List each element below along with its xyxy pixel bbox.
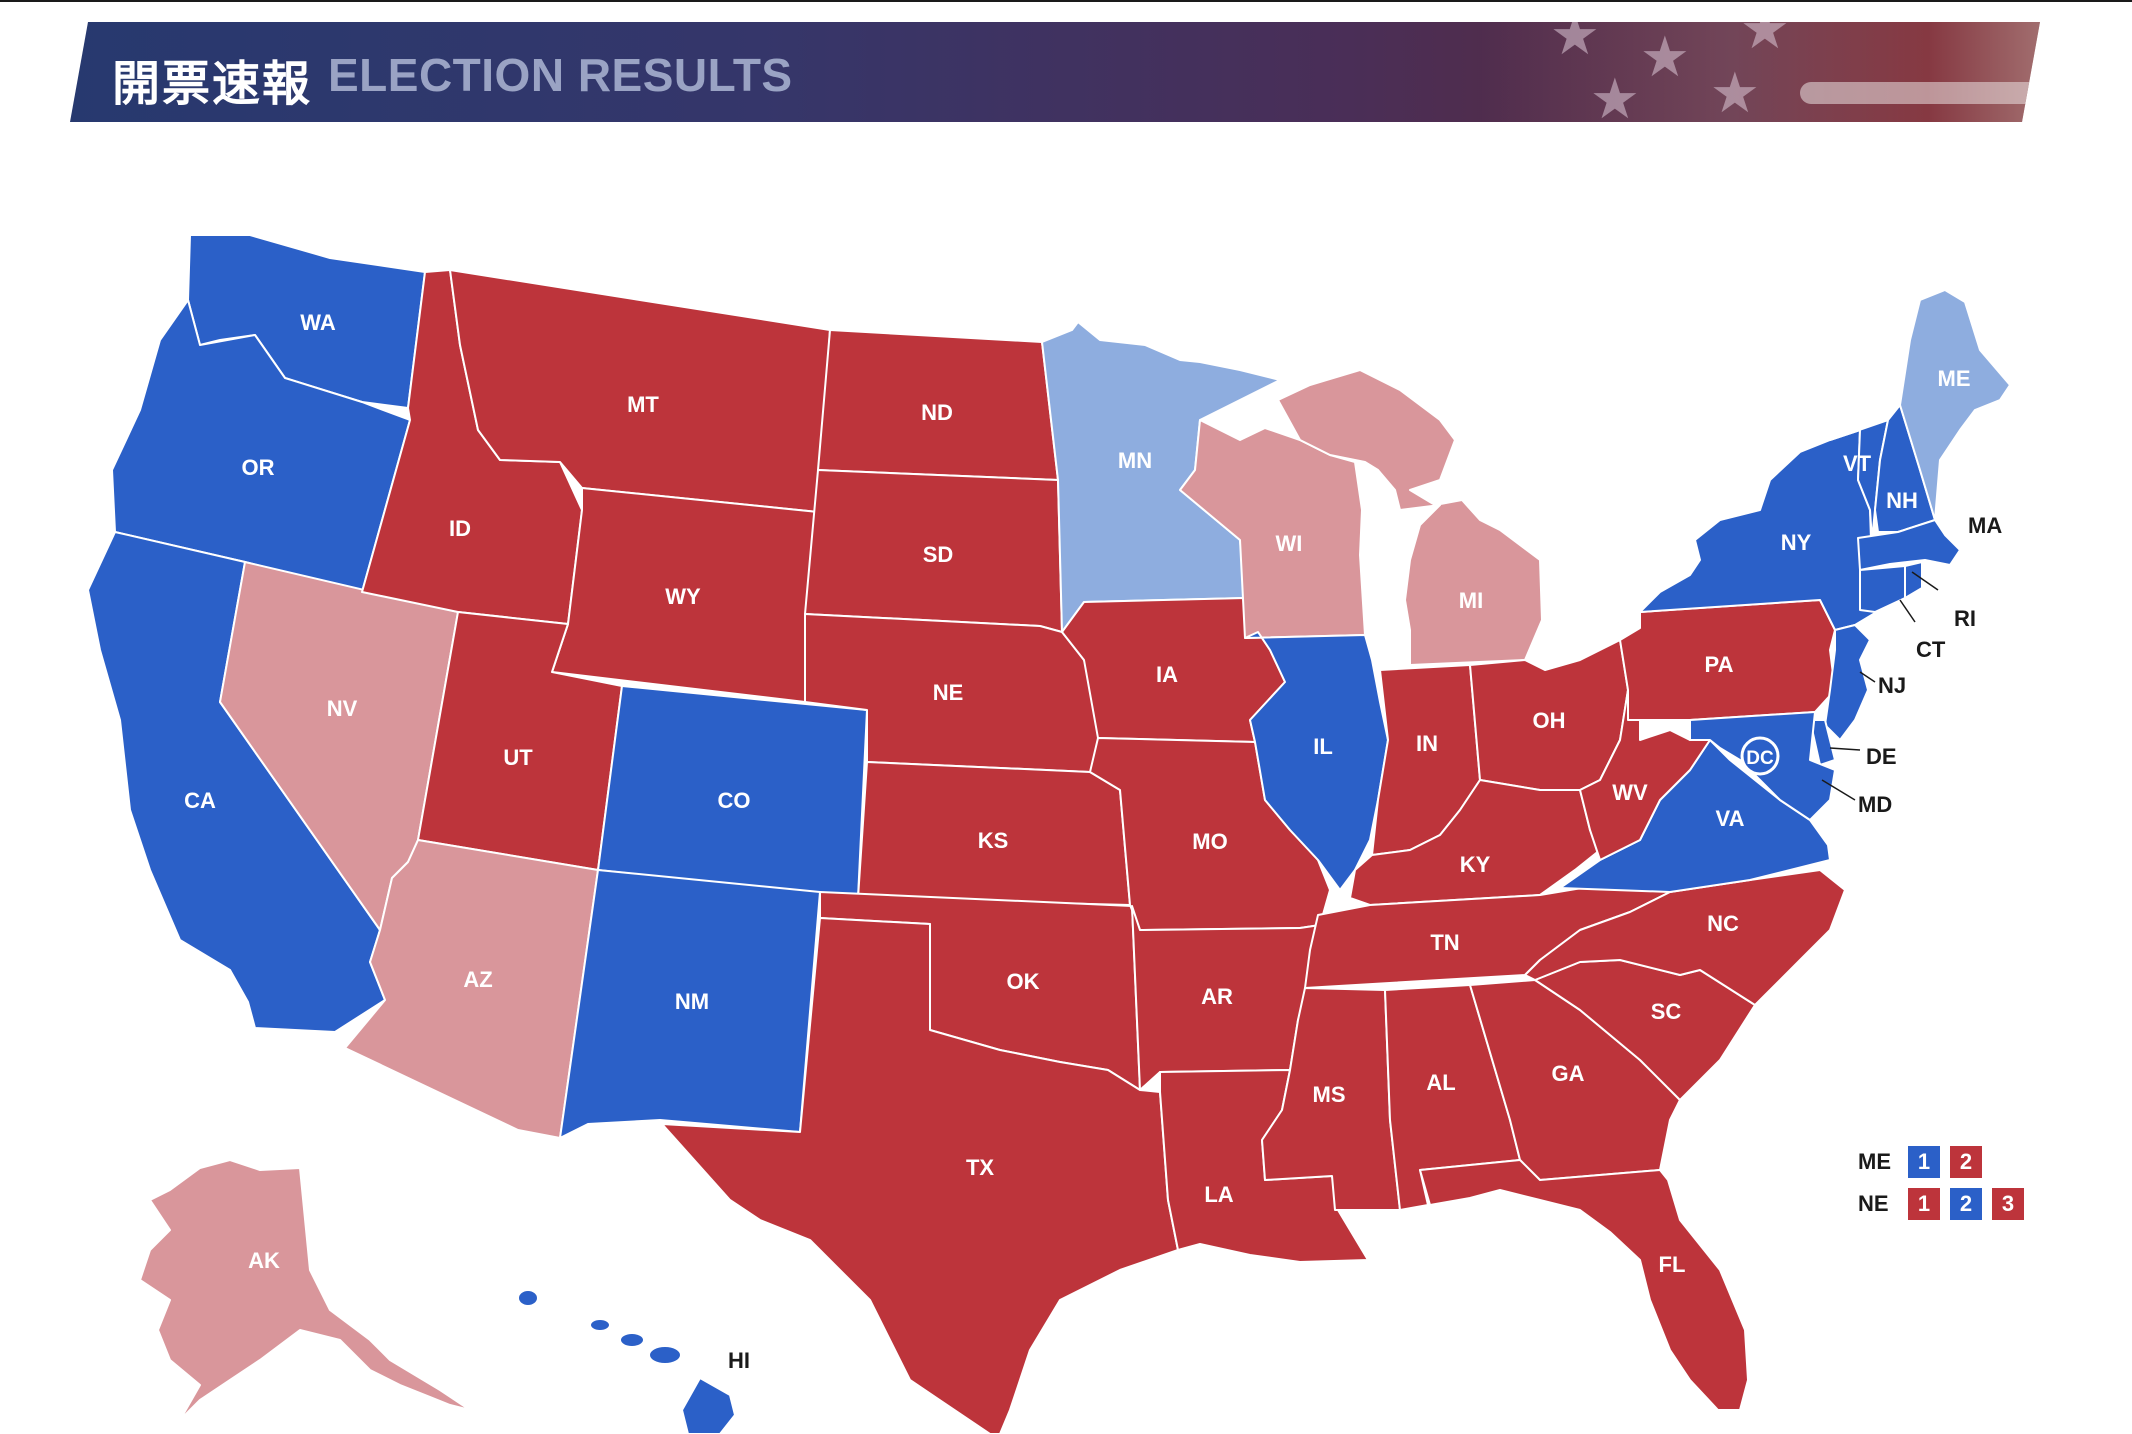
- state-dc[interactable]: [1740, 736, 1780, 776]
- label-nj: NJ: [1878, 673, 1906, 698]
- label-dc: DC: [1746, 748, 1774, 769]
- label-nd: ND: [921, 400, 953, 425]
- label-id: ID: [449, 516, 471, 541]
- label-va: VA: [1716, 806, 1745, 831]
- label-vt: VT: [1843, 451, 1872, 476]
- leader-ri: [1911, 571, 1939, 591]
- label-nm: NM: [675, 989, 709, 1014]
- label-ms: MS: [1313, 1082, 1346, 1107]
- label-al: AL: [1426, 1070, 1455, 1095]
- state-wi[interactable]: [1179, 419, 1366, 639]
- label-in: IN: [1416, 731, 1438, 756]
- label-ok: OK: [1007, 969, 1040, 994]
- label-ut: UT: [503, 745, 533, 770]
- star-icon: ★: [1739, 22, 1790, 62]
- top-rule: [0, 0, 2132, 2]
- legend-state-name: ME: [1858, 1149, 1891, 1174]
- label-ca: CA: [184, 788, 216, 813]
- state-hi-kauai[interactable]: [517, 1289, 539, 1307]
- state-fl[interactable]: [1419, 1159, 1749, 1411]
- label-de: DE: [1866, 744, 1897, 769]
- state-ma[interactable]: [1857, 519, 1961, 571]
- leader-ct: [1899, 599, 1916, 623]
- label-ky: KY: [1460, 852, 1491, 877]
- state-ri[interactable]: [1904, 561, 1923, 599]
- label-wy: WY: [665, 584, 701, 609]
- label-md: MD: [1858, 792, 1892, 817]
- legend-row-me: ME 1 2: [1858, 1144, 2024, 1180]
- label-az: AZ: [463, 967, 492, 992]
- state-ak[interactable]: [139, 1159, 471, 1421]
- label-nv: NV: [327, 696, 358, 721]
- label-pa: PA: [1705, 652, 1734, 677]
- label-oh: OH: [1533, 708, 1566, 733]
- legend-district-box: 3: [1992, 1188, 2024, 1220]
- label-sc: SC: [1651, 999, 1682, 1024]
- flag-decoration: ★ ★ ★ ★ ★: [1480, 22, 2040, 122]
- label-ar: AR: [1201, 984, 1233, 1009]
- state-mi[interactable]: [1277, 369, 1543, 666]
- label-mo: MO: [1192, 829, 1227, 854]
- state-tx[interactable]: [661, 917, 1179, 1434]
- leader-nj: [1859, 671, 1876, 683]
- state-hi-oahu[interactable]: [619, 1332, 645, 1348]
- star-icon: ★: [1639, 25, 1690, 90]
- label-tn: TN: [1430, 930, 1459, 955]
- label-or: OR: [242, 455, 275, 480]
- label-mi: MI: [1459, 588, 1483, 613]
- star-icon: ★: [1549, 22, 1600, 68]
- legend-district-box: 1: [1908, 1188, 1940, 1220]
- state-hi-maui[interactable]: [648, 1345, 682, 1365]
- state-me[interactable]: [1899, 289, 2011, 521]
- label-ct: CT: [1916, 637, 1946, 662]
- legend-row-ne: NE 1 2 3: [1858, 1186, 2024, 1222]
- header-banner: ★ ★ ★ ★ ★ 開票速報 ELECTION RESULTS: [70, 22, 2040, 122]
- legend-district-box: 2: [1950, 1146, 1982, 1178]
- label-il: IL: [1313, 734, 1333, 759]
- label-la: LA: [1204, 1182, 1233, 1207]
- state-nj[interactable]: [1824, 624, 1871, 741]
- star-icon: ★: [1589, 67, 1640, 122]
- label-nc: NC: [1707, 911, 1739, 936]
- label-wv: WV: [1612, 780, 1648, 805]
- leader-de: [1829, 747, 1861, 751]
- label-fl: FL: [1659, 1252, 1686, 1277]
- label-nh: NH: [1886, 488, 1918, 513]
- label-ma: MA: [1968, 513, 2002, 538]
- label-ne: NE: [933, 680, 964, 705]
- label-ri: RI: [1954, 606, 1976, 631]
- legend-state-name: NE: [1858, 1191, 1889, 1216]
- leader-md: [1821, 779, 1856, 801]
- label-ak: AK: [248, 1248, 280, 1273]
- label-mt: MT: [627, 392, 659, 417]
- label-me: ME: [1938, 366, 1971, 391]
- label-tx: TX: [966, 1155, 994, 1180]
- label-ia: IA: [1156, 662, 1178, 687]
- legend-district-box: 1: [1908, 1146, 1940, 1178]
- label-wa: WA: [300, 310, 336, 335]
- label-ny: NY: [1781, 530, 1812, 555]
- state-nc[interactable]: [1524, 869, 1846, 1006]
- label-ks: KS: [978, 828, 1009, 853]
- label-ga: GA: [1552, 1061, 1585, 1086]
- label-hi: HI: [728, 1348, 750, 1373]
- state-hi-molokai[interactable]: [589, 1318, 611, 1332]
- label-wi: WI: [1276, 531, 1303, 556]
- state-de[interactable]: [1809, 719, 1836, 766]
- flag-stripe: [1800, 82, 2030, 104]
- state-ct[interactable]: [1859, 565, 1906, 613]
- page-title-en: ELECTION RESULTS: [328, 49, 793, 101]
- split-districts-legend: ME 1 2 NE 1 2 3: [1858, 1144, 2024, 1228]
- state-hi-big-island[interactable]: [680, 1376, 737, 1434]
- star-icon: ★: [1709, 61, 1760, 122]
- legend-district-box: 2: [1950, 1188, 1982, 1220]
- label-sd: SD: [923, 542, 954, 567]
- page-title-jp: 開票速報: [112, 56, 313, 112]
- label-co: CO: [718, 788, 751, 813]
- label-mn: MN: [1118, 448, 1152, 473]
- state-il[interactable]: [1244, 631, 1389, 891]
